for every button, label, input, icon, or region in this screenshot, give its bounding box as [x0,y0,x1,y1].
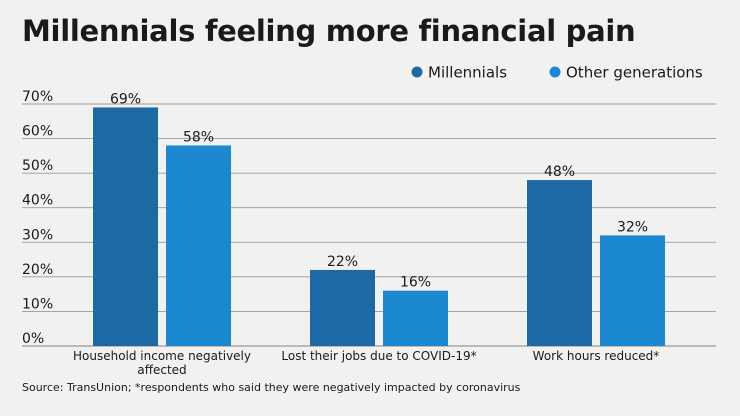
x-category-label: Lost their jobs due to COVID-19* [281,349,476,363]
y-tick-label: 0% [22,331,44,347]
y-tick-label: 60% [22,124,53,140]
data-label: 32% [617,219,648,235]
legend-marker [549,66,561,78]
x-category-label: Household income negatively affected [73,349,251,377]
y-tick-label: 70% [22,89,53,105]
y-tick-label: 40% [22,193,53,209]
data-label: 48% [544,164,575,180]
legend-label: Other generations [566,64,703,82]
data-label: 22% [327,254,358,270]
bar [383,290,448,346]
legend-marker [411,66,423,78]
y-tick-label: 20% [22,262,53,278]
data-label: 16% [400,275,431,291]
chart-title: Millennials feeling more financial pain [22,14,636,48]
bar [166,145,231,346]
bar [310,269,375,346]
legend-label: Millennials [428,64,507,82]
data-label: 69% [110,91,141,107]
source-note: Source: TransUnion; *respondents who sai… [22,381,521,394]
bar [93,107,158,346]
y-tick-label: 10% [22,296,53,312]
x-category-label: Work hours reduced* [533,349,660,363]
y-tick-label: 30% [22,227,53,243]
bar [600,235,665,346]
data-label: 58% [183,129,214,145]
y-tick-label: 50% [22,158,53,174]
bar [527,180,592,346]
